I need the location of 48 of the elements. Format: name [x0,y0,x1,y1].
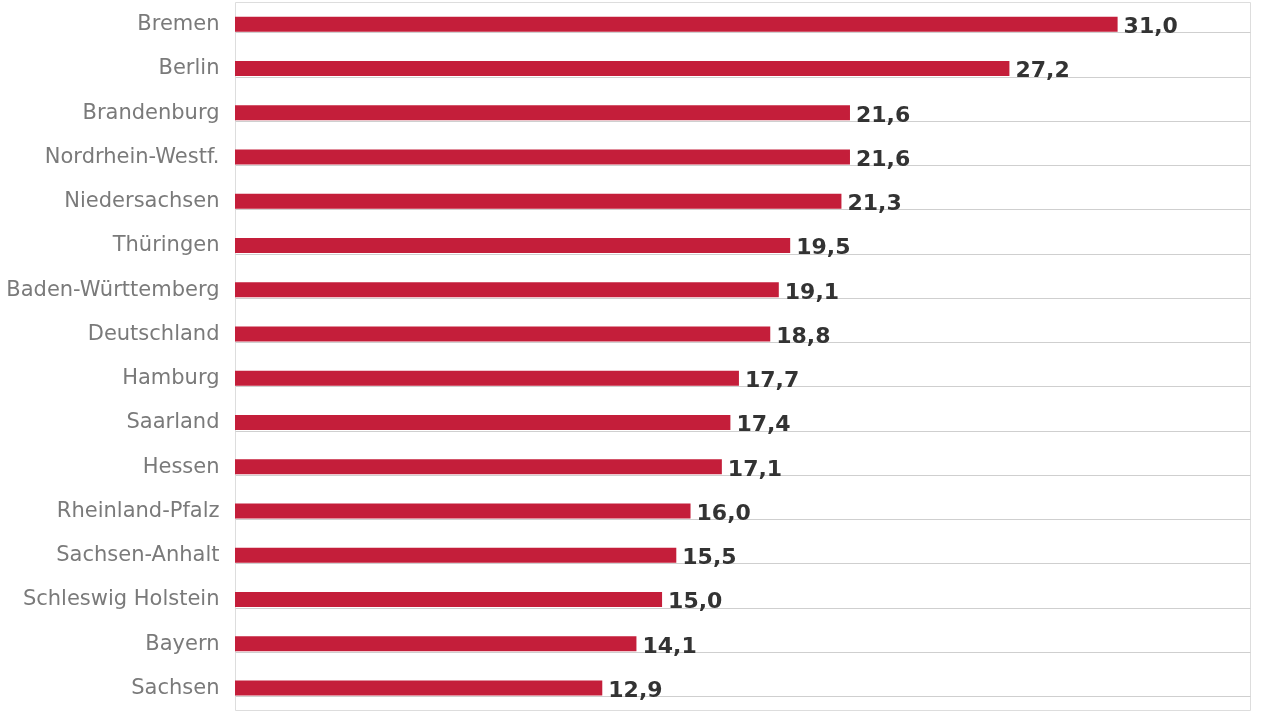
bar [235,149,850,165]
data-label: 19,1 [784,278,840,304]
data-label: 18,8 [776,322,831,348]
bar [235,60,1010,76]
y-tick-label: Niedersachsen [64,188,220,213]
bar [235,16,1118,32]
data-label: 27,2 [1015,57,1070,83]
data-label: 17,4 [736,411,791,437]
y-tick-label: Baden-Württemberg [6,276,220,301]
data-label: 17,1 [727,455,783,481]
bar [235,680,603,696]
bar [235,414,731,430]
y-tick-label: Hessen [142,453,220,478]
data-label: 15,5 [682,544,737,570]
data-label: 21,6 [855,145,911,171]
y-tick-label: Schleswig Holstein [22,586,220,611]
bar [235,547,677,563]
data-label: 14,1 [642,632,697,658]
bar [235,193,842,209]
bar [235,503,691,519]
y-tick-label: Bayern [145,630,220,655]
bar [235,636,637,652]
data-label: 12,9 [608,676,663,702]
y-tick-label: Hamburg [122,365,220,390]
bar [235,237,791,253]
y-tick-label: Nordrhein-Westf. [44,143,220,168]
y-tick-label: Bremen [137,11,220,36]
y-tick-label: Saarland [126,409,220,434]
data-label: 31,0 [1123,13,1178,39]
data-label: 17,7 [744,367,800,393]
bar [235,459,722,475]
y-tick-label: Thüringen [111,232,220,257]
y-tick-label: Sachsen-Anhalt [56,542,220,567]
y-tick-label: Sachsen [131,674,220,699]
bar [235,326,771,342]
data-label: 19,5 [796,234,851,260]
bar [235,591,663,607]
bar [235,370,739,386]
bar [235,105,850,121]
y-tick-label: Deutschland [87,320,220,345]
data-label: 16,0 [696,499,751,525]
data-label: 21,3 [847,190,902,216]
y-tick-label: Rheinland-Pfalz [56,497,220,522]
y-tick-label: Berlin [158,55,220,80]
data-label: 15,0 [668,588,723,614]
y-tick-label: Brandenburg [82,99,220,124]
bar [235,282,779,298]
data-label: 21,6 [855,101,911,127]
